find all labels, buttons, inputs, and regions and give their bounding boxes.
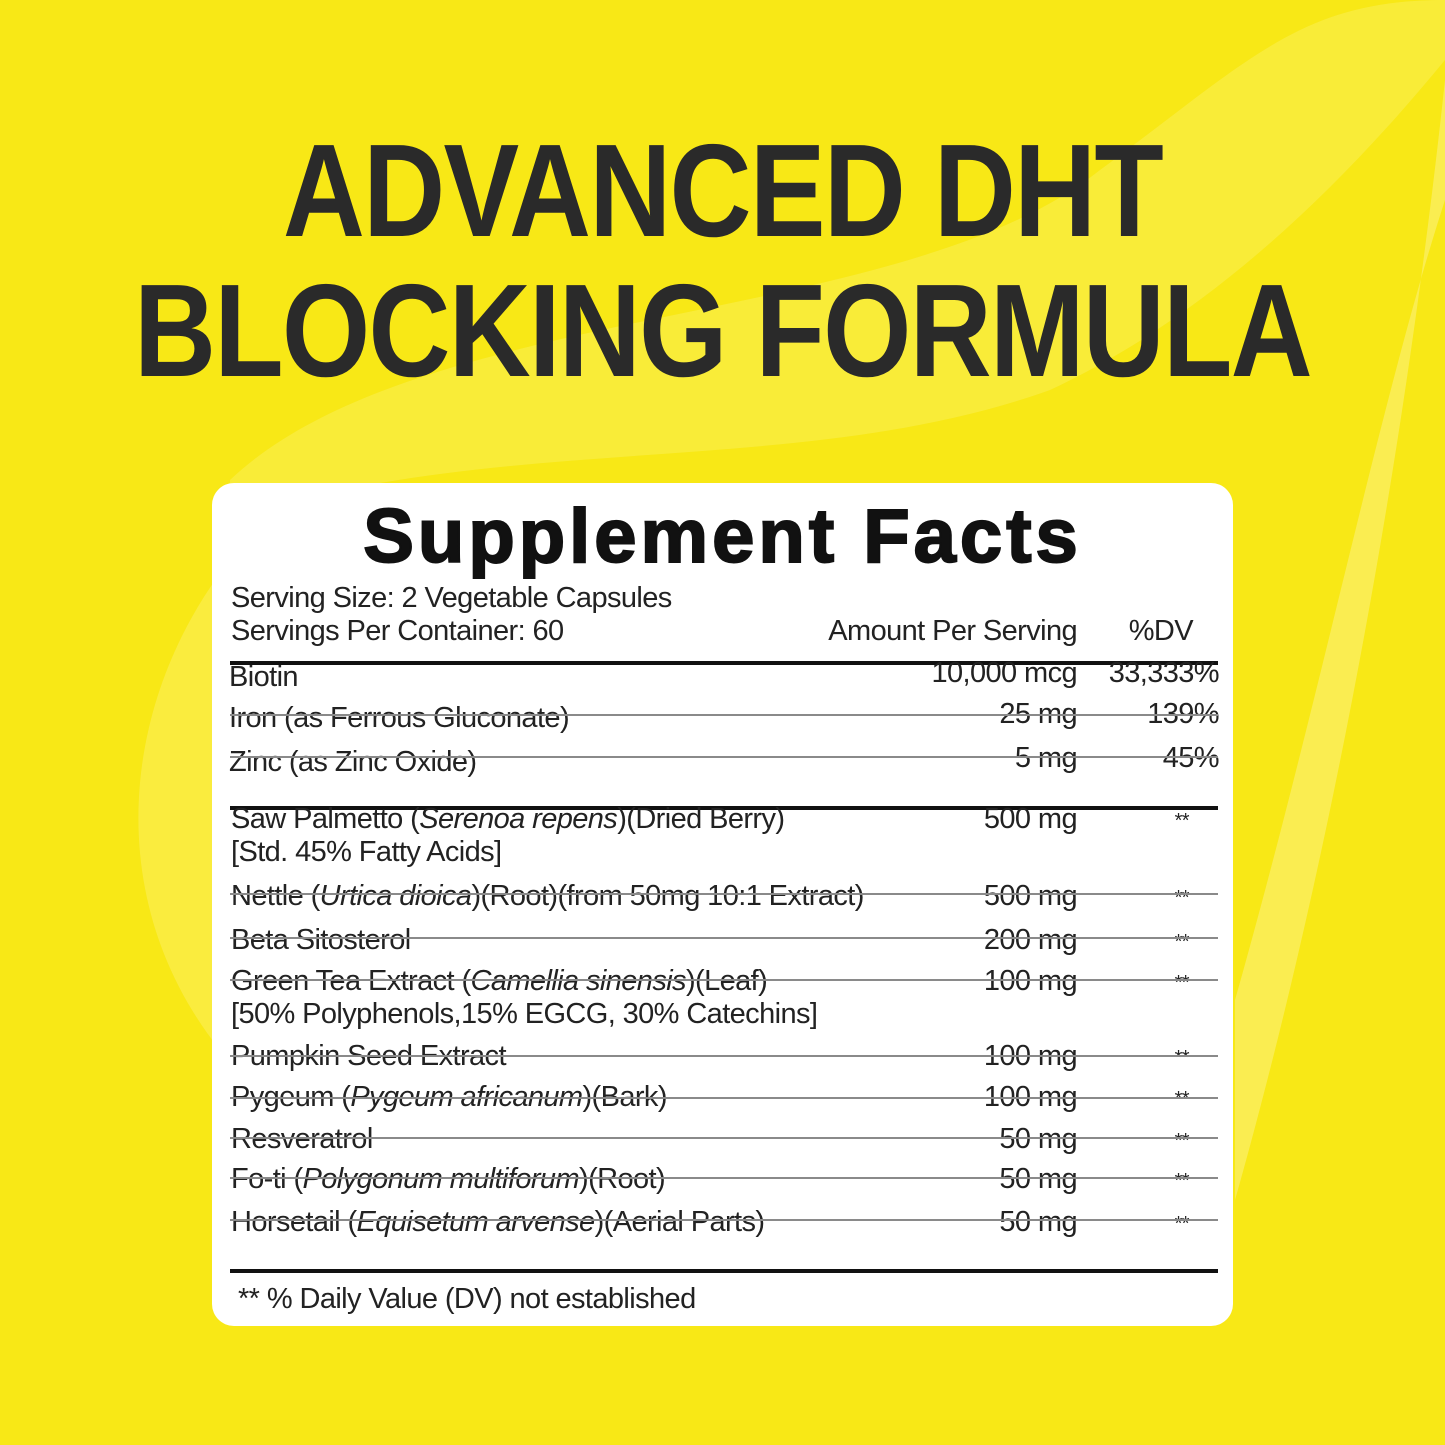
ingredient-name-post: )(Aerial Parts) [594, 1206, 765, 1238]
supplement-facts-panel: Supplement Facts Serving Size: 2 Vegetab… [212, 483, 1233, 1326]
ingredient-name-it: Camellia sinensis [470, 965, 687, 997]
nutrient-amount: 5 mg [1014, 742, 1078, 774]
ingredient-name: Nettle (Urtica dioica)(Root)(from 50mg 1… [231, 880, 864, 912]
ingredient-name-it: Polygonum multiforum [302, 1163, 580, 1195]
dv-column-header: %DV [1128, 615, 1194, 647]
ingredient-name-pre: Resveratrol [231, 1123, 373, 1155]
ingredient-name: Green Tea Extract (Camellia sinensis)(Le… [231, 965, 768, 997]
ingredient-name-it: Urtica dioica [319, 880, 472, 912]
ingredient-name-post: )(Dried Berry) [617, 803, 785, 835]
divider [230, 979, 1218, 981]
ingredient-dv: ** [1174, 887, 1190, 909]
ingredient-name: Beta Sitosterol [231, 924, 411, 956]
ingredient-amount: 500 mg [983, 880, 1078, 912]
ingredient-dv: ** [1174, 931, 1190, 953]
divider [230, 1177, 1218, 1179]
ingredient-name-post: )(Root) [579, 1163, 666, 1195]
divider [230, 1055, 1218, 1057]
ingredient-dv: ** [1174, 1130, 1190, 1152]
ingredient-name-pre: Nettle ( [231, 880, 320, 912]
nutrient-name: Zinc (as Zinc Oxide) [229, 746, 477, 778]
divider [230, 1097, 1218, 1099]
divider [230, 756, 1218, 758]
ingredient-dv: ** [1174, 1088, 1190, 1110]
ingredient-standardization: [Std. 45% Fatty Acids] [231, 836, 502, 868]
ingredient-name-post: )(Root)(from 50mg 10:1 Extract) [471, 880, 864, 912]
ingredient-amount: 50 mg [999, 1206, 1077, 1238]
ingredient-name-pre: Beta Sitosterol [231, 924, 411, 956]
servings-per-container: Servings Per Container: 60 [231, 615, 564, 647]
ingredient-name-post: )(Leaf) [685, 965, 768, 997]
ingredient-amount: 200 mg [983, 924, 1078, 956]
serving-size: Serving Size: 2 Vegetable Capsules [231, 582, 672, 614]
ingredient-dv: ** [1174, 1170, 1190, 1192]
amount-column-header: Amount Per Serving [828, 615, 1077, 647]
ingredient-name-pre: Green Tea Extract ( [231, 965, 471, 997]
ingredient-name-pre: Saw Palmetto ( [231, 803, 420, 835]
ingredient-name-pre: Horsetail ( [231, 1206, 357, 1238]
headline-line-2: BLOCKING FORMULA [134, 257, 1313, 404]
ingredient-amount: 100 mg [983, 965, 1078, 997]
ingredient-name: Fo-ti (Polygonum multiforum)(Root) [231, 1163, 666, 1195]
divider [230, 714, 1218, 716]
ingredient-name: Horsetail (Equisetum arvense)(Aerial Par… [231, 1206, 765, 1238]
supplement-facts-title: Supplement Facts [362, 494, 1082, 579]
ingredient-amount: 50 mg [999, 1163, 1077, 1195]
ingredient-name-it: Equisetum arvense [356, 1206, 596, 1238]
nutrient-dv: 33,333% [1108, 657, 1220, 689]
headline-line-1: ADVANCED DHT [282, 117, 1164, 264]
ingredient-dv: ** [1174, 1047, 1190, 1069]
ingredient-dv: ** [1174, 810, 1190, 832]
ingredient-name-pre: Fo-ti ( [231, 1163, 303, 1195]
ingredient-amount: 500 mg [983, 803, 1078, 835]
divider [230, 1137, 1218, 1139]
nutrient-name: Biotin [229, 661, 299, 693]
ingredient-dv: ** [1174, 1213, 1190, 1235]
ingredient-name: Resveratrol [231, 1123, 373, 1155]
divider [230, 1219, 1218, 1221]
nutrient-amount: 10,000 mcg [931, 657, 1077, 689]
nutrient-name: Iron (as Ferrous Gluconate) [229, 702, 570, 734]
ingredient-name-it: Serenoa repens [419, 803, 618, 835]
footnote: ** % Daily Value (DV) not established [238, 1283, 696, 1315]
nutrient-dv: 45% [1162, 742, 1220, 774]
divider [230, 806, 1218, 810]
divider [230, 893, 1218, 895]
ingredient-name: Saw Palmetto (Serenoa repens)(Dried Berr… [231, 803, 785, 835]
divider [230, 661, 1218, 665]
ingredient-amount: 50 mg [999, 1123, 1077, 1155]
divider [230, 937, 1218, 939]
divider [230, 1269, 1218, 1273]
ingredient-standardization: [50% Polyphenols,15% EGCG, 30% Catechins… [231, 998, 818, 1030]
ingredient-dv: ** [1174, 972, 1190, 994]
